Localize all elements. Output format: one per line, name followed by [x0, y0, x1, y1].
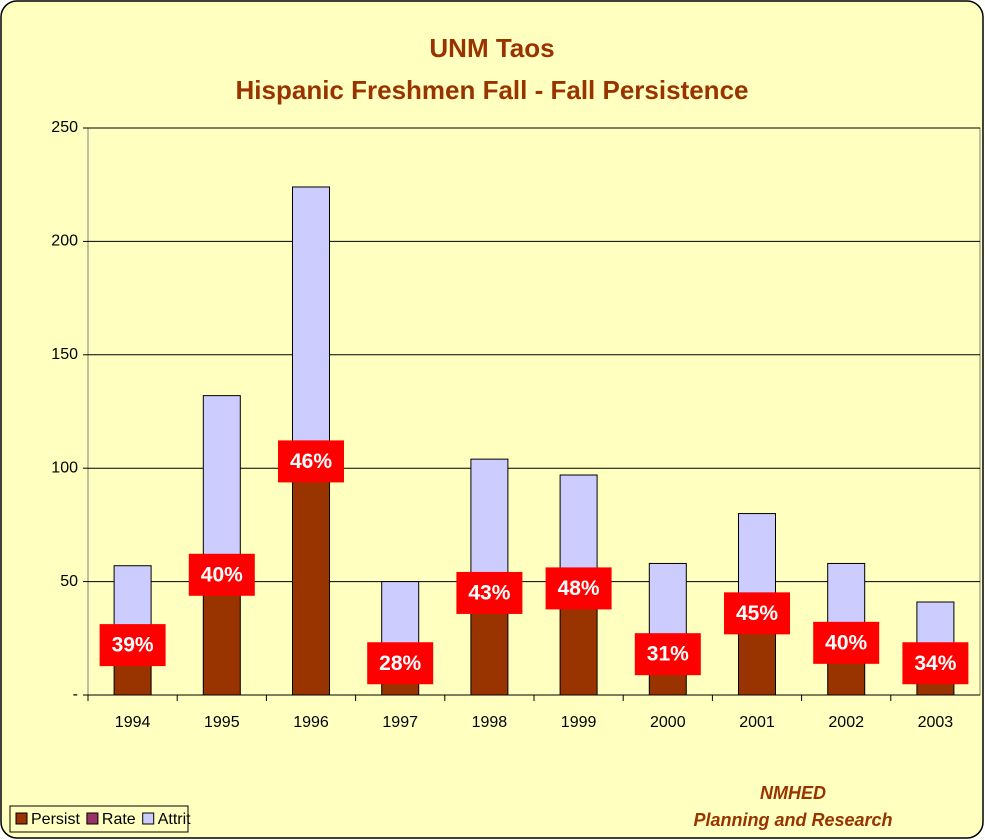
rate-label-box [99, 624, 166, 667]
x-tick-label: 1997 [382, 714, 418, 731]
legend-swatch [142, 812, 155, 825]
y-tick-label: 100 [51, 459, 78, 476]
legend-swatch [15, 812, 28, 825]
rate-label-box [813, 621, 880, 664]
data-label: 45% [736, 602, 778, 625]
data-label: 40% [201, 563, 243, 586]
legend-swatch [86, 812, 99, 825]
rate-label-box [634, 633, 701, 676]
annotation: Planning and Research [693, 810, 892, 830]
x-tick-label: 1996 [293, 714, 329, 731]
rate-label-box [724, 592, 790, 635]
x-tick-label: 1994 [115, 714, 151, 731]
rate-label-box [367, 642, 434, 685]
bar-segment [470, 458, 509, 594]
rate-label-box [545, 567, 612, 610]
y-tick-label: 250 [51, 119, 78, 136]
x-tick-label: 1998 [472, 714, 508, 731]
data-label: 43% [468, 581, 510, 604]
x-tick-label: 2001 [739, 714, 775, 731]
y-tick-label: 150 [51, 346, 78, 363]
x-tick-label: 1999 [561, 714, 597, 731]
rate-label-box [902, 642, 969, 685]
x-tick-label: 1995 [204, 714, 240, 731]
rate-label-box [456, 571, 523, 614]
legend-label: Persist [31, 811, 80, 828]
y-tick-label: 50 [60, 573, 78, 590]
y-tick-label: - [73, 686, 78, 703]
bar-segment [202, 395, 241, 576]
legend [9, 805, 189, 833]
data-label: 40% [825, 631, 867, 654]
legend-label: Attrit [158, 811, 191, 828]
legend-label: Rate [102, 811, 136, 828]
rate-label-box [278, 440, 344, 483]
data-label: 48% [558, 577, 600, 600]
data-label: 28% [379, 652, 421, 675]
rate-label-box [188, 553, 255, 596]
bar-segment [292, 186, 330, 462]
y-tick-label: 200 [51, 233, 78, 250]
chart-subtitle: Hispanic Freshmen Fall - Fall Persistenc… [236, 75, 749, 105]
data-label: 31% [647, 643, 689, 666]
bar-segment [292, 460, 330, 696]
data-label: 39% [112, 634, 154, 657]
x-tick-label: 2000 [650, 714, 686, 731]
data-label: 46% [290, 450, 332, 473]
x-tick-label: 2002 [828, 714, 864, 731]
annotation: NMHED [760, 783, 826, 803]
chart-title: UNM Taos [429, 33, 554, 63]
x-tick-label: 2003 [918, 714, 954, 731]
data-label: 34% [914, 652, 956, 675]
